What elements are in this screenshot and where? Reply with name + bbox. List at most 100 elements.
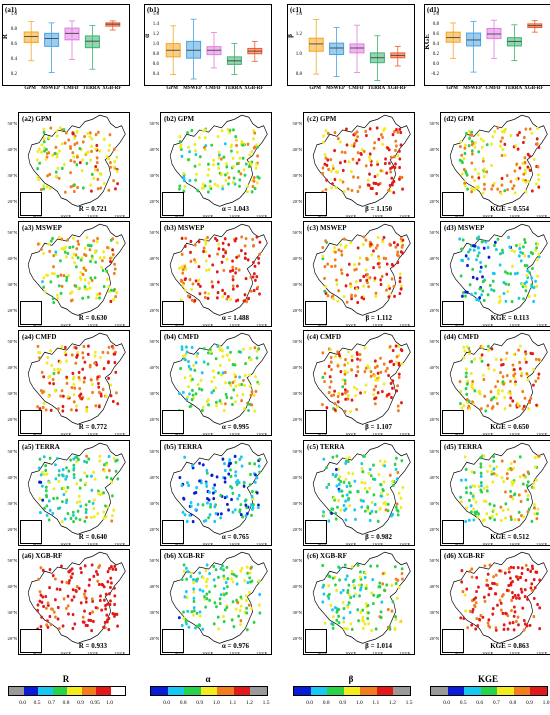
station-dot — [518, 344, 522, 348]
station-dot — [192, 599, 196, 604]
station-dot — [523, 281, 527, 286]
latitude-label: 20°N — [7, 308, 17, 313]
station-dot — [61, 409, 65, 413]
station-dot — [102, 181, 106, 185]
station-dot — [85, 409, 89, 413]
station-dot — [40, 615, 44, 619]
station-dot — [344, 518, 348, 522]
station-dot — [372, 146, 376, 150]
map-panel: (c5) TERRA β = 0.982 50°N 40°N 30°N 20°N 90°E 1… — [292, 440, 415, 547]
station-dot — [513, 250, 516, 254]
station-dot — [370, 509, 374, 513]
station-dot — [518, 367, 522, 371]
station-dot — [198, 623, 202, 628]
station-dot — [212, 564, 216, 569]
station-dot — [61, 500, 64, 504]
longitude-label: 110°E — [372, 323, 384, 328]
station-dot — [191, 520, 195, 524]
station-dot — [511, 399, 515, 403]
station-dot — [362, 454, 365, 458]
station-dot — [321, 351, 325, 355]
station-dot — [467, 250, 470, 254]
station-dot — [467, 129, 471, 134]
category-label: TERRA — [82, 86, 101, 91]
south-china-sea-inset — [20, 301, 42, 325]
box-gpm — [165, 25, 181, 75]
colorbar-tick: 0.6 — [476, 700, 484, 706]
station-dot — [212, 389, 216, 393]
station-dot — [248, 590, 251, 595]
station-dot — [214, 236, 217, 241]
station-dot — [196, 351, 200, 356]
longitude-label: 100°E — [345, 432, 357, 437]
colorbar-tick: 0.8 — [509, 700, 517, 706]
station-dot — [83, 134, 86, 139]
station-dot — [329, 360, 333, 364]
station-dot — [209, 350, 213, 354]
station-dot — [356, 175, 360, 180]
station-dot — [321, 254, 325, 258]
station-dot — [94, 404, 98, 408]
station-dot — [114, 567, 118, 572]
station-dot — [46, 601, 50, 605]
station-dot — [104, 592, 108, 596]
station-dot — [367, 471, 371, 476]
station-dot — [76, 239, 80, 243]
station-dot — [342, 189, 346, 194]
station-dot — [102, 250, 105, 254]
latitude-label: 50°N — [429, 121, 439, 126]
station-dot — [186, 569, 190, 574]
station-dot — [65, 466, 68, 470]
station-dot — [113, 602, 116, 607]
station-dot — [379, 282, 383, 287]
station-dot — [85, 235, 89, 240]
station-dot — [373, 502, 377, 507]
station-dot — [198, 135, 201, 140]
station-dot — [205, 484, 209, 488]
station-dot — [499, 601, 503, 605]
station-dot — [248, 153, 252, 157]
station-dot — [480, 353, 484, 357]
station-dot — [357, 583, 361, 587]
station-dot — [372, 393, 376, 397]
station-dot — [343, 159, 347, 163]
station-dot — [399, 496, 403, 500]
station-dot — [89, 158, 93, 162]
station-dot — [367, 622, 370, 626]
station-dot — [64, 245, 67, 249]
longitude-label: 110°E — [87, 323, 99, 328]
station-dot — [110, 519, 114, 523]
station-dot — [108, 143, 112, 147]
station-dot — [46, 625, 50, 629]
station-dot — [201, 589, 205, 593]
station-dot — [107, 616, 111, 621]
station-dot — [483, 599, 487, 604]
station-dot — [202, 360, 206, 364]
station-dot — [470, 470, 474, 474]
station-dot — [527, 406, 531, 411]
station-dot — [52, 265, 55, 269]
station-dot — [81, 158, 84, 162]
station-dot — [70, 598, 74, 602]
station-dot — [485, 489, 489, 493]
station-dot — [525, 483, 529, 488]
station-dot — [52, 367, 56, 372]
station-dot — [515, 162, 519, 166]
station-dot — [368, 152, 372, 156]
station-dot — [400, 571, 404, 576]
category-label: CMFD — [348, 86, 364, 91]
station-dot — [207, 498, 211, 502]
box-gpm — [23, 21, 39, 62]
china-outline — [449, 223, 548, 316]
station-dot — [204, 128, 207, 132]
colorbar-segment — [327, 687, 344, 695]
station-dot — [236, 284, 239, 288]
station-dot — [522, 515, 526, 519]
station-dot — [506, 271, 509, 275]
station-dot — [193, 142, 197, 147]
china-map — [449, 114, 548, 207]
longitude-label: 120°E — [114, 542, 126, 547]
station-dot — [500, 476, 504, 480]
station-dot — [350, 398, 354, 402]
china-outline — [27, 442, 126, 535]
